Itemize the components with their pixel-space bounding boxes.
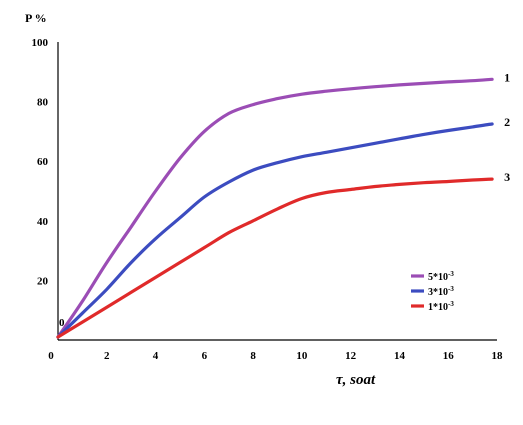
x-tick-label: 4 — [153, 350, 159, 362]
origin-label: 0 — [59, 317, 65, 329]
x-tick-label: 10 — [296, 350, 308, 362]
y-tick-label: 20 — [37, 275, 49, 287]
series-lines — [56, 77, 494, 339]
x-tick-labels: 0 2 4 6 8 10 12 14 16 18 — [48, 350, 503, 362]
y-tick-label: 80 — [37, 97, 49, 109]
y-tick-label: 60 — [37, 156, 49, 168]
x-tick-label: 12 — [345, 350, 357, 362]
x-tick-label: 16 — [443, 350, 455, 362]
y-tick-label: 100 — [32, 37, 49, 49]
x-tick-label: 6 — [202, 350, 208, 362]
series-line-2 — [56, 122, 494, 339]
x-axis-title: τ, soat — [336, 372, 376, 388]
x-tick-label: 2 — [104, 350, 110, 362]
curve-label-2: 2 — [504, 115, 510, 129]
x-tick-label: 0 — [48, 350, 54, 362]
chart-axes — [57, 42, 497, 341]
legend-label-1: 5*10-3 — [428, 270, 454, 283]
legend-label-3: 1*10-3 — [428, 300, 454, 313]
curve-label-3: 3 — [504, 170, 510, 184]
curve-label-1: 1 — [504, 70, 510, 84]
legend-label-2: 3*10-3 — [428, 285, 454, 298]
y-tick-label: 40 — [37, 216, 49, 228]
y-axis-title: P % — [25, 11, 47, 25]
curve-number-labels: 1 2 3 — [504, 70, 510, 184]
x-tick-label: 8 — [250, 350, 256, 362]
legend: 5*10-3 3*10-3 1*10-3 — [411, 270, 454, 313]
series-line-3 — [56, 177, 494, 339]
x-tick-label: 14 — [394, 350, 406, 362]
series-line-1 — [56, 77, 494, 339]
x-tick-label: 18 — [492, 350, 504, 362]
y-tick-labels: 20 40 60 80 100 — [32, 37, 49, 287]
